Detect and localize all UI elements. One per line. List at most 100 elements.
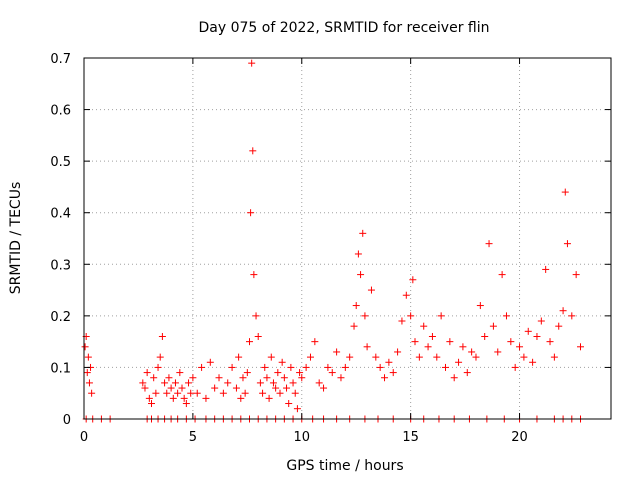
data-point: [256, 379, 264, 387]
x-axis-label: GPS time / hours: [286, 458, 403, 474]
y-axis-label: SRMTID / TECUs: [8, 182, 24, 295]
y-tick-label: 0.3: [50, 258, 71, 273]
data-point: [224, 379, 232, 387]
data-point: [537, 317, 545, 325]
data-point: [550, 353, 558, 361]
data-point: [219, 389, 227, 397]
data-point: [372, 353, 380, 361]
data-point: [169, 394, 177, 402]
data-point: [361, 312, 369, 320]
data-point: [158, 332, 166, 340]
data-point: [363, 343, 371, 351]
data-point: [280, 374, 288, 382]
data-point: [187, 389, 195, 397]
data-point: [143, 369, 151, 377]
data-point: [293, 405, 301, 413]
data-point: [315, 379, 323, 387]
data-point: [83, 369, 91, 377]
x-tick-label: 15: [402, 430, 419, 445]
data-point: [463, 369, 471, 377]
data-point: [283, 384, 291, 392]
data-point: [254, 332, 262, 340]
data-point: [520, 353, 528, 361]
data-point: [494, 348, 502, 356]
data-point: [167, 384, 175, 392]
data-point: [433, 353, 441, 361]
x-tick-label: 10: [293, 430, 310, 445]
data-point: [516, 343, 524, 351]
plot-frame: [83, 57, 612, 420]
data-point: [402, 291, 410, 299]
data-point: [139, 379, 147, 387]
data-point: [441, 363, 449, 371]
data-point: [88, 389, 96, 397]
data-point: [394, 348, 402, 356]
data-point: [241, 389, 249, 397]
data-point: [249, 147, 257, 155]
data-point: [376, 363, 384, 371]
data-point: [274, 369, 282, 377]
data-point: [389, 369, 397, 377]
data-point: [246, 338, 254, 346]
data-point: [420, 322, 428, 330]
x-tick-label: 0: [80, 430, 88, 445]
y-tick-label: 0.5: [50, 155, 71, 170]
data-point: [185, 379, 193, 387]
data-point: [189, 374, 197, 382]
data-point: [328, 369, 336, 377]
data-point: [296, 369, 304, 377]
data-point: [272, 384, 280, 392]
data-point: [206, 358, 214, 366]
data-point: [148, 400, 156, 408]
data-point: [446, 338, 454, 346]
data-point: [529, 358, 537, 366]
data-point: [141, 384, 149, 392]
data-point: [357, 271, 365, 279]
data-point: [259, 389, 267, 397]
data-point: [161, 379, 169, 387]
data-point: [577, 343, 585, 351]
data-point: [481, 332, 489, 340]
data-point: [468, 348, 476, 356]
data-point: [502, 312, 510, 320]
x-tick-label: 5: [189, 430, 197, 445]
data-points: [81, 59, 585, 423]
data-point: [237, 394, 245, 402]
data-point: [489, 322, 497, 330]
data-point: [546, 338, 554, 346]
data-point: [424, 343, 432, 351]
data-point: [215, 374, 223, 382]
data-point: [287, 363, 295, 371]
data-point: [476, 302, 484, 310]
data-point: [320, 384, 328, 392]
data-point: [485, 240, 493, 248]
data-point: [350, 322, 358, 330]
data-point: [311, 338, 319, 346]
data-point: [381, 374, 389, 382]
chart-title: Day 075 of 2022, SRMTID for receiver fli…: [199, 20, 490, 36]
data-point: [409, 276, 417, 284]
data-point: [247, 209, 255, 217]
data-point: [542, 265, 550, 273]
data-point: [568, 312, 576, 320]
data-point: [145, 394, 153, 402]
data-point: [385, 358, 393, 366]
data-point: [152, 389, 160, 397]
data-point: [533, 332, 541, 340]
data-point: [572, 271, 580, 279]
data-point: [411, 338, 419, 346]
data-point: [276, 389, 284, 397]
data-point: [559, 307, 567, 315]
data-point: [561, 188, 569, 196]
data-point: [243, 369, 251, 377]
data-point: [198, 363, 206, 371]
data-point: [265, 394, 273, 402]
data-point: [359, 229, 367, 237]
data-point: [85, 379, 93, 387]
data-point: [261, 363, 269, 371]
data-point: [81, 343, 89, 351]
data-point: [354, 250, 362, 258]
data-point: [267, 353, 275, 361]
